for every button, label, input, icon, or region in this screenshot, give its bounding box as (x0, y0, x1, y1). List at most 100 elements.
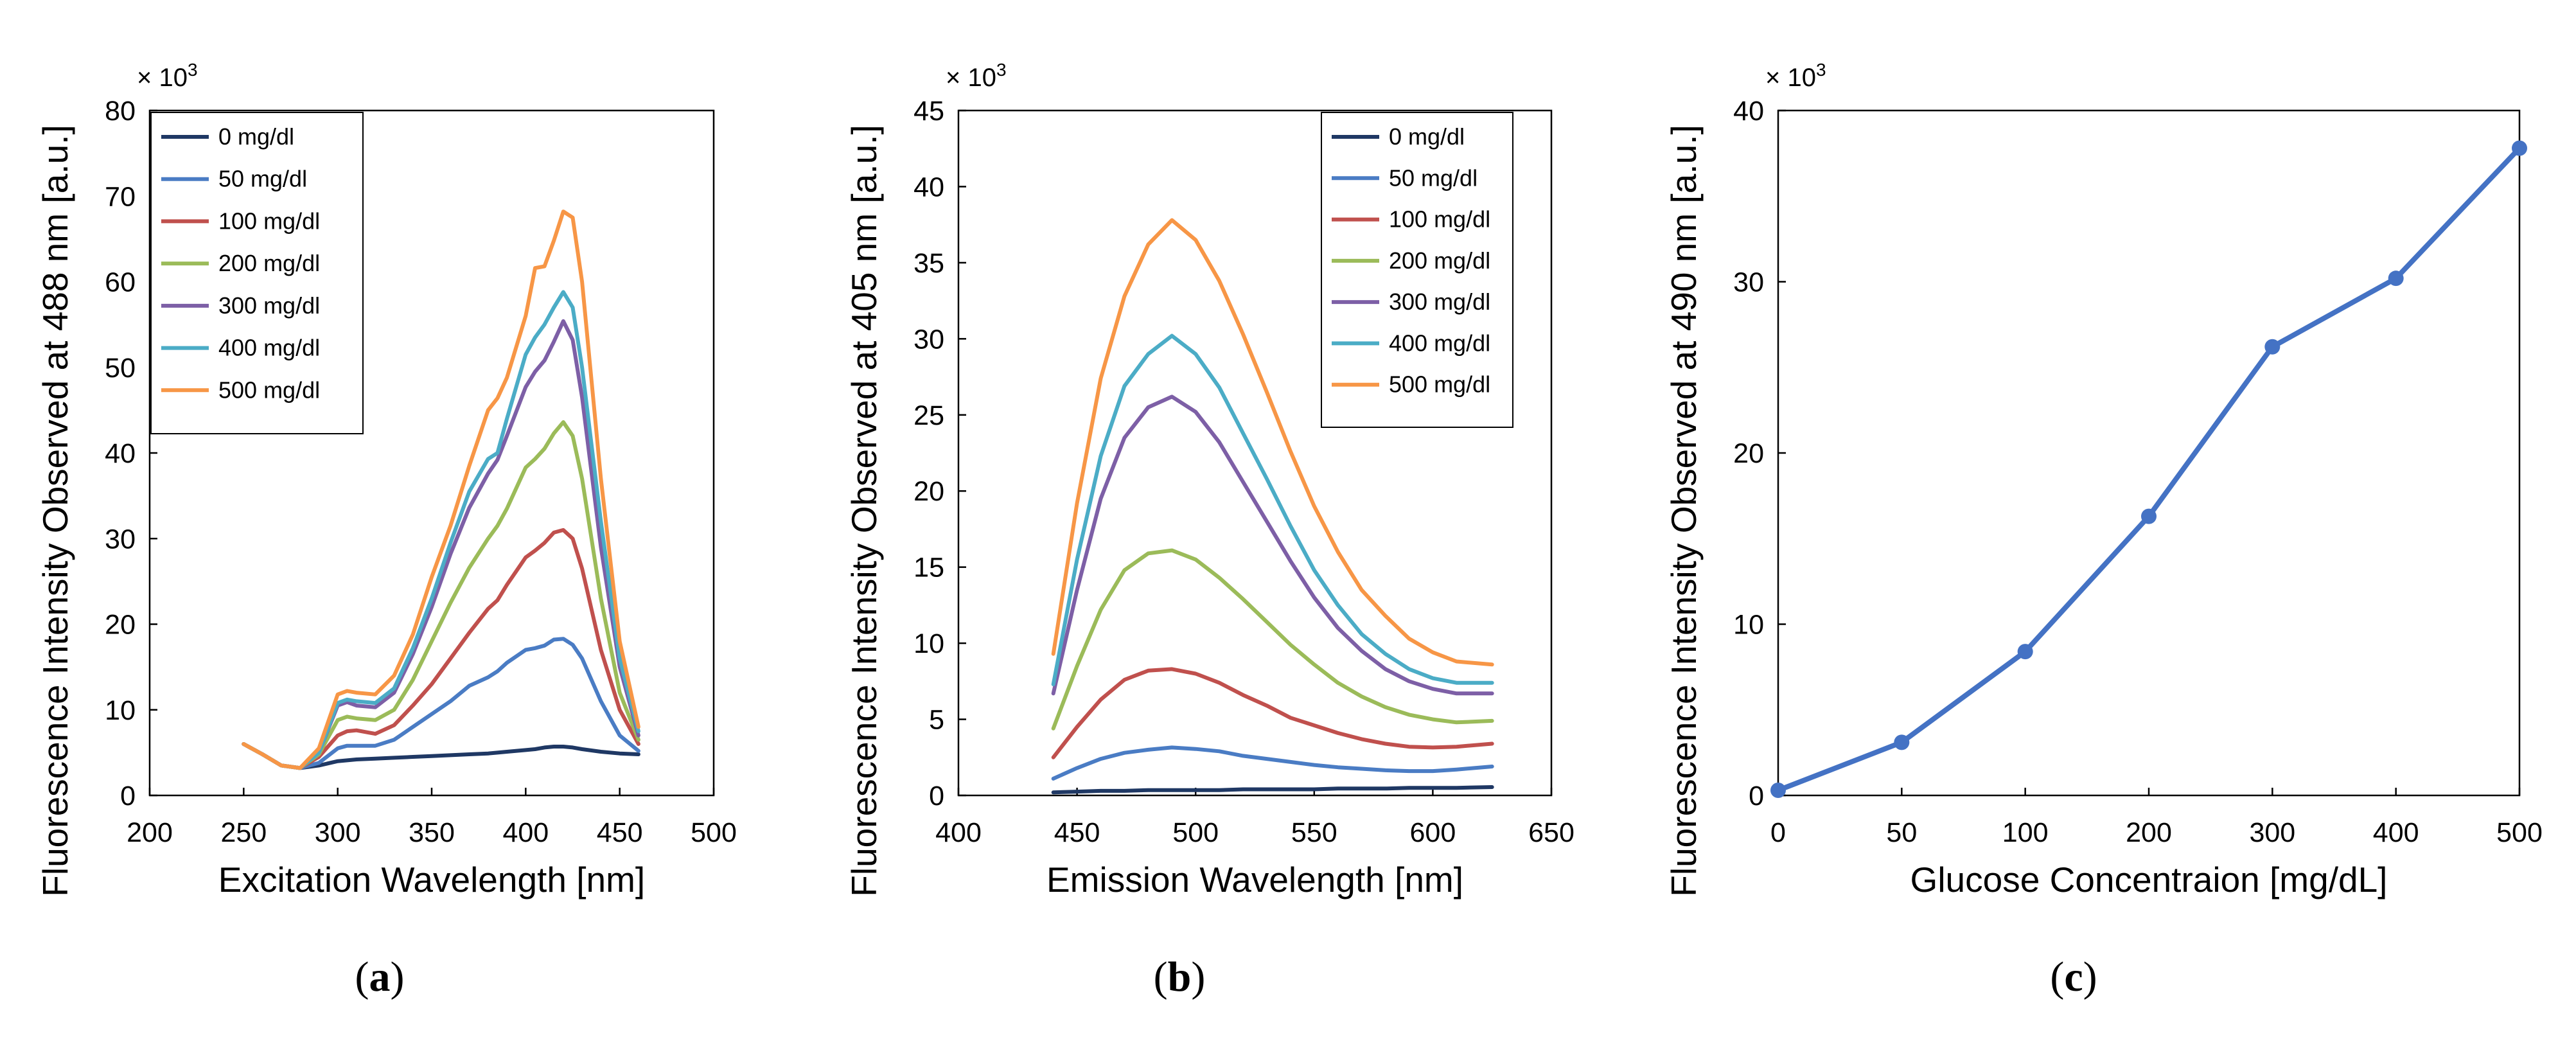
y-tick-label: 50 (105, 353, 136, 384)
legend-label: 400 mg/dl (1389, 330, 1490, 356)
legend: 0 mg/dl 50 mg/dl 100 mg/dl 200 mg/dl 300 mg/… (1321, 112, 1513, 428)
x-tick-label: 300 (2249, 817, 2295, 848)
panel-label: (c) (2050, 953, 2097, 1000)
y-tick-label: 30 (913, 324, 944, 355)
legend-label: 50 mg/dl (218, 166, 307, 192)
series-line-300-mg/dl (1051, 394, 1494, 696)
x-tick-label: 200 (2126, 817, 2172, 848)
x-tick-label: 450 (1054, 817, 1100, 848)
data-point (2017, 644, 2033, 660)
legend-label: 200 mg/dl (218, 250, 320, 276)
panel-label-paren: ) (2083, 953, 2097, 1000)
series-line-400-mg/dl (1051, 333, 1494, 687)
y-tick-label: 20 (913, 476, 944, 507)
y-tick-label: 20 (1733, 438, 1764, 469)
panel-label: (a) (355, 953, 405, 1000)
legend-box (150, 112, 364, 434)
x-tick-label: 200 (127, 817, 173, 848)
panel-label-paren: ) (391, 953, 405, 1000)
x-tick-label: 400 (502, 817, 549, 848)
y-tick-label: 5 (929, 705, 944, 736)
data-point (2264, 339, 2280, 355)
multiplier-exponent: 3 (1816, 60, 1826, 80)
y-tick-label: 10 (913, 628, 944, 659)
y-tick-label: 45 (913, 96, 944, 127)
panel-b: 0 5 10 15 20 25 30 35 40 45 400 450 500 550 600 650 × 10… (844, 60, 1575, 1000)
y-tick-label: 40 (105, 438, 136, 469)
panel-label-paren: ) (1191, 953, 1205, 1000)
series-line-50-mg/dl (1051, 745, 1494, 781)
y-tick-label: 20 (105, 610, 136, 641)
panel-label-paren: ( (1154, 953, 1168, 1000)
y-multiplier: × 103 (1765, 60, 1826, 92)
x-tick-label: 50 (1886, 817, 1917, 848)
plot-frame (1777, 109, 2521, 797)
plot-frame (957, 109, 1553, 797)
x-axis-title: Emission Wavelength [nm] (1046, 860, 1463, 900)
x-tick-label: 550 (1291, 817, 1337, 848)
y-tick-label: 40 (1733, 96, 1764, 127)
legend-label: 200 mg/dl (1389, 247, 1490, 274)
y-tick-label: 10 (105, 695, 136, 726)
y-tick-label: 30 (1733, 267, 1764, 298)
legend-label: 300 mg/dl (218, 292, 320, 319)
x-tick-label: 650 (1528, 817, 1575, 848)
y-tick-label: 0 (120, 781, 136, 811)
data-point (2512, 140, 2527, 156)
y-tick-label: 60 (105, 267, 136, 298)
y-multiplier: × 103 (946, 60, 1007, 92)
panel-label-letter: b (1168, 953, 1192, 1000)
panel-label-letter: a (369, 953, 391, 1000)
y-axis-title: Fluorescence Intensity Observed at 405 n… (844, 125, 884, 896)
legend-label: 0 mg/dl (218, 123, 294, 150)
panel-label-letter: c (2064, 953, 2083, 1000)
series-line-200-mg/dl (1051, 548, 1494, 731)
x-tick-label: 400 (935, 817, 982, 848)
data-point (1770, 783, 1786, 799)
y-tick-label: 70 (105, 181, 136, 212)
x-axis-title: Glucose Concentraion [mg/dL] (1910, 860, 2388, 900)
series-line-500-mg/dl (1051, 218, 1494, 667)
legend-label: 500 mg/dl (218, 377, 320, 403)
y-axis-title: Fluorescence Intensity Observed at 490 n… (1664, 125, 1704, 896)
x-axis-title: Excitation Wavelength [nm] (218, 860, 645, 900)
panel-label: (b) (1154, 953, 1206, 1000)
y-multiplier: × 103 (137, 60, 198, 92)
y-tick-label: 80 (105, 96, 136, 127)
series-line-0-mg/dl (1051, 785, 1494, 795)
panel-a: 0 10 20 30 40 50 60 70 80 200 250 300 350 400 450 500 × … (35, 60, 737, 1000)
x-tick-label: 450 (597, 817, 643, 848)
legend-label: 50 mg/dl (1389, 164, 1478, 191)
multiplier-base: × 10 (946, 64, 996, 92)
panel-label-paren: ( (2050, 953, 2064, 1000)
y-tick-label: 0 (1749, 781, 1764, 811)
x-tick-label: 350 (409, 817, 455, 848)
series-line-100-mg/dl (242, 527, 640, 770)
data-point (1894, 734, 1910, 750)
data-point (2388, 270, 2404, 287)
x-tick-label: 400 (2373, 817, 2419, 848)
legend: 0 mg/dl 50 mg/dl 100 mg/dl 200 mg/dl 300 mg/… (150, 112, 364, 434)
series-line-0-mg/dl (242, 742, 640, 770)
multiplier-base: × 10 (137, 64, 188, 92)
legend-label: 300 mg/dl (1389, 288, 1490, 315)
legend-label: 400 mg/dl (218, 335, 320, 361)
x-tick-label: 500 (691, 817, 737, 848)
x-tick-label: 100 (2002, 817, 2049, 848)
multiplier-exponent: 3 (188, 60, 198, 80)
legend-label: 100 mg/dl (218, 208, 320, 234)
y-tick-label: 35 (913, 248, 944, 279)
data-point (2141, 508, 2157, 524)
panel-label-paren: ( (355, 953, 369, 1000)
legend-label: 0 mg/dl (1389, 123, 1465, 150)
series-line-50-mg/dl (242, 637, 640, 770)
legend-label: 100 mg/dl (1389, 206, 1490, 233)
legend-box (1321, 112, 1513, 428)
legend-label: 500 mg/dl (1389, 371, 1490, 398)
y-axis-title: Fluorescence Intensity Observed at 488 n… (35, 125, 75, 896)
y-tick-label: 0 (929, 781, 944, 811)
series-line-100-mg/dl (1051, 667, 1494, 759)
y-tick-label: 25 (913, 400, 944, 431)
y-tick-label: 40 (913, 172, 944, 202)
